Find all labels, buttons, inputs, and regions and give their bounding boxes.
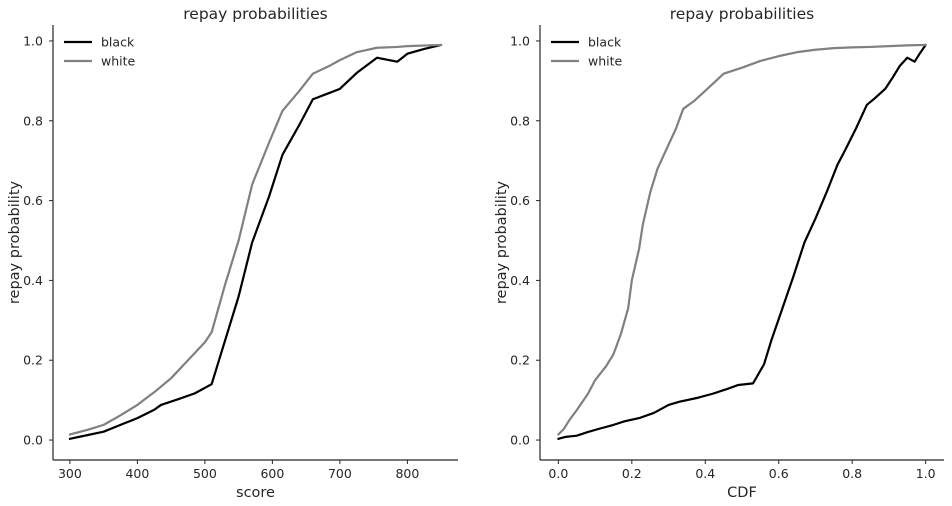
x-tick-label: 0.4 <box>695 466 715 481</box>
x-axis-label: CDF <box>727 485 757 501</box>
x-tick-label: 1.0 <box>916 466 936 481</box>
y-tick-label: 0.0 <box>510 433 530 448</box>
legend: black white <box>551 35 623 69</box>
y-tick-label: 1.0 <box>23 33 43 48</box>
y-tick-label: 1.0 <box>510 33 530 48</box>
legend-label-white: white <box>101 54 136 69</box>
x-tick-label: 0.6 <box>769 466 789 481</box>
legend-label-white: white <box>588 54 623 69</box>
x-tick-label: 700 <box>328 466 352 481</box>
x-tick-label: 600 <box>260 466 284 481</box>
series-line-white <box>68 43 443 436</box>
x-tick-label: 400 <box>125 466 149 481</box>
chart-title: repay probabilities <box>183 5 327 23</box>
chart-score: 300 400 500 600 700 800 0.0 0.2 0.4 0.6 0.8 1.0 repa… <box>7 5 458 501</box>
y-tick-label: 0.8 <box>23 113 43 128</box>
legend-label-black: black <box>588 35 622 50</box>
series-line-white <box>557 43 927 436</box>
series-line-black <box>557 43 927 440</box>
y-tick-label: 0.4 <box>23 273 43 288</box>
series-line-black <box>68 43 443 440</box>
y-tick-label: 0.6 <box>510 193 530 208</box>
y-axis-label: repay probability <box>7 180 23 304</box>
y-tick-label: 0.2 <box>23 353 43 368</box>
x-tick-label: 0.0 <box>548 466 568 481</box>
x-tick-label: 0.2 <box>622 466 642 481</box>
y-tick-label: 0.4 <box>510 273 530 288</box>
y-tick-label: 0.2 <box>510 353 530 368</box>
chart-cdf: 0.0 0.2 0.4 0.6 0.8 1.0 0.0 0.2 0.4 0.6 0.8 1.0 repa… <box>494 5 944 501</box>
chart-title: repay probabilities <box>670 5 814 23</box>
y-axis-label: repay probability <box>494 180 510 304</box>
x-tick-label: 300 <box>58 466 82 481</box>
y-tick-label: 0.6 <box>23 193 43 208</box>
y-tick-label: 0.0 <box>23 433 43 448</box>
x-tick-label: 500 <box>193 466 217 481</box>
legend-label-black: black <box>101 35 135 50</box>
y-tick-label: 0.8 <box>510 113 530 128</box>
legend: black white <box>64 35 136 69</box>
x-tick-label: 0.8 <box>842 466 862 481</box>
x-tick-label: 800 <box>395 466 419 481</box>
x-axis-label: score <box>236 485 275 501</box>
